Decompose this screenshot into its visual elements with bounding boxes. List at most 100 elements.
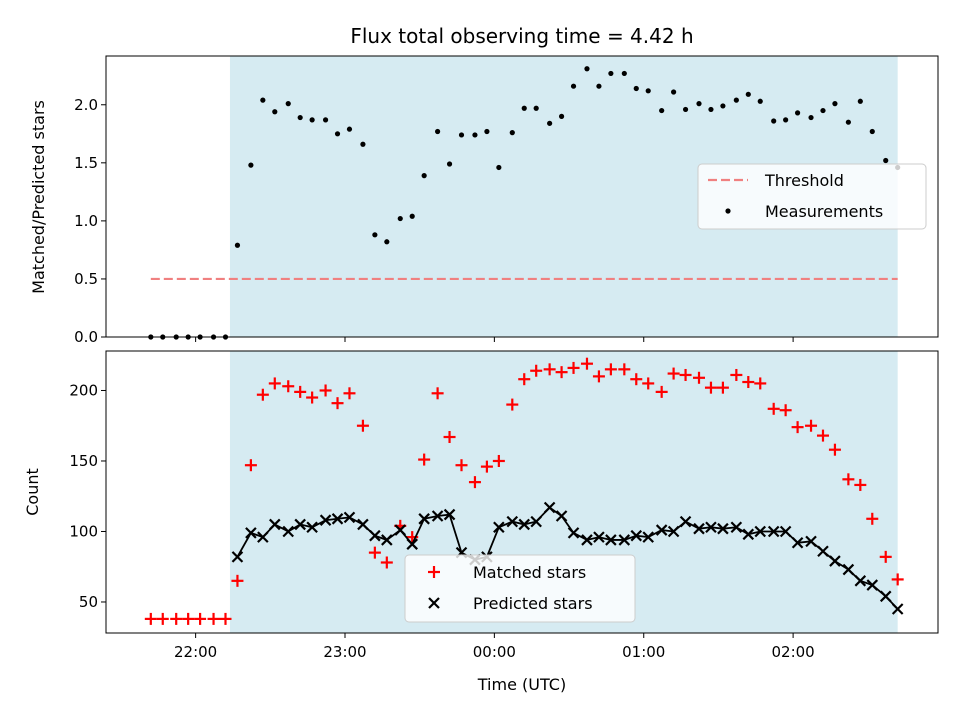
- predicted-star-point: [854, 575, 867, 587]
- top-y-axis-label: Matched/Predicted stars: [29, 100, 48, 294]
- measurement-point: [285, 101, 291, 107]
- matched-star-point: [543, 363, 556, 376]
- measurement-point: [794, 110, 801, 116]
- measurement-point: [745, 91, 751, 97]
- predicted-star-point: [269, 518, 281, 531]
- matched-star-point: [282, 380, 295, 393]
- predicted-star-point: [879, 590, 892, 603]
- bottom-y-ticks: 50 100 150 200: [69, 381, 106, 611]
- measurement-point: [384, 239, 390, 245]
- top-y-tick-label: 0.5: [74, 270, 98, 288]
- predicted-star-point: [642, 531, 654, 543]
- bottom-y-tick-label: 150: [69, 452, 98, 470]
- measurement-point: [857, 98, 863, 104]
- predicted-star-point: [567, 527, 580, 539]
- measurement-points: [148, 66, 901, 340]
- x-axis-label: Time (UTC): [477, 675, 566, 694]
- matched-star-point: [319, 384, 332, 397]
- predicted-star-point: [443, 508, 456, 521]
- measurement-point: [883, 157, 889, 164]
- matched-star-point: [642, 377, 655, 390]
- top-x-ticks: [195, 337, 794, 342]
- matched-star-point: [879, 550, 892, 563]
- matched-star-point: [767, 402, 780, 415]
- matched-star-point: [455, 459, 468, 472]
- matched-star-point: [567, 361, 580, 374]
- measurement-point: [547, 120, 553, 126]
- measurement-point: [720, 103, 726, 109]
- bottom-x-tick-label: 23:00: [323, 643, 366, 661]
- predicted-star-point: [506, 515, 519, 528]
- predicted-star-point: [730, 521, 743, 534]
- measurement-point: [869, 128, 875, 135]
- matched-star-point: [866, 512, 879, 525]
- predicted-star-point: [791, 536, 804, 549]
- top-axes-frame: [105, 55, 939, 338]
- predicted-star-point: [257, 531, 269, 543]
- measurement-point: [659, 107, 665, 114]
- matched-star-point: [805, 419, 818, 432]
- predicted-star-point: [754, 525, 767, 538]
- predicted-star-point: [369, 529, 381, 542]
- measurement-point: [334, 131, 341, 137]
- matched-star-point: [443, 431, 456, 444]
- measurement-point: [845, 119, 851, 125]
- predicted-star-point: [343, 511, 356, 524]
- measurement-point: [621, 70, 627, 77]
- predicted-star-point: [767, 525, 780, 538]
- matched-star-point: [156, 612, 169, 625]
- measurement-point: [682, 106, 689, 113]
- measurement-point: [322, 117, 329, 123]
- matched-star-point: [604, 363, 617, 376]
- matched-star-point: [244, 459, 257, 472]
- matched-star-point: [480, 460, 493, 473]
- predicted-star-point: [593, 531, 605, 543]
- measurement-point: [234, 242, 241, 248]
- matched-star-point: [182, 612, 195, 625]
- bottom-y-axis-label: Count: [23, 468, 42, 516]
- chart-title: Flux total observing time = 4.42 h: [350, 24, 693, 48]
- predicted-star-point: [493, 521, 505, 534]
- measurement-point: [409, 213, 415, 219]
- top-y-tick-label: 1.5: [74, 154, 98, 172]
- matched-star-point: [592, 370, 605, 383]
- predicted-star-point: [294, 518, 306, 531]
- matched-star-point: [842, 473, 855, 486]
- matched-star-point: [679, 368, 692, 381]
- bottom-x-tick-label: 22:00: [174, 643, 217, 661]
- bottom-y-tick-label: 200: [69, 381, 98, 399]
- matched-star-point: [356, 419, 369, 432]
- top-legend: Threshold Measurements: [697, 163, 927, 230]
- matched-star-point: [468, 476, 481, 489]
- bottom-legend: Matched stars Predicted stars: [404, 554, 636, 623]
- measurement-point: [633, 85, 639, 92]
- measurement-point: [757, 98, 763, 104]
- measurement-point: [446, 161, 453, 167]
- predicted-star-point: [431, 510, 444, 522]
- measurement-point: [421, 172, 427, 179]
- measurement-point: [771, 118, 777, 124]
- predicted-star-point: [805, 535, 817, 548]
- measurement-point: [558, 113, 565, 119]
- top-y-tick-label: 0.0: [74, 328, 98, 346]
- measurement-point: [309, 117, 315, 123]
- bottom-x-tick-label: 01:00: [622, 643, 665, 661]
- measurement-point: [297, 114, 303, 121]
- predicted-star-point: [866, 579, 879, 591]
- matched-star-point: [816, 429, 829, 442]
- predicted-star-point: [406, 538, 418, 550]
- measurement-point: [496, 164, 502, 171]
- top-legend-box: [697, 163, 927, 230]
- measurement-point: [272, 109, 278, 115]
- predicted-star-point: [679, 515, 692, 528]
- predicted-star-point: [282, 525, 295, 538]
- matched-star-point: [730, 368, 743, 381]
- measurement-point: [808, 114, 814, 121]
- matched-star-point: [380, 556, 393, 569]
- matched-star-point: [754, 377, 767, 390]
- matched-star-point: [170, 612, 183, 625]
- matched-star-point: [667, 367, 680, 380]
- predicted-star-point: [842, 563, 855, 576]
- predicted-star-point: [655, 524, 668, 536]
